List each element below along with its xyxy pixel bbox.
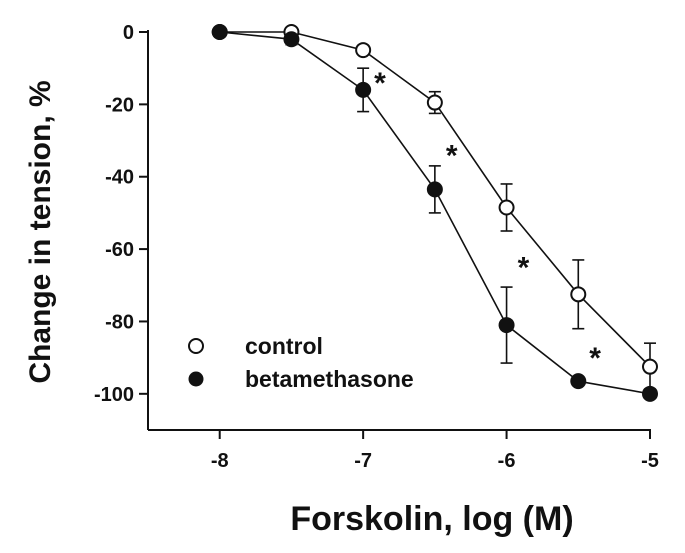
data-point-control <box>642 358 658 375</box>
x-tick-label: -8 <box>211 450 229 472</box>
x-tick-label: -6 <box>498 450 516 472</box>
data-point-betamethasone <box>570 373 587 390</box>
significance-star: * <box>446 139 458 172</box>
legend-label-betamethasone: betamethasone <box>245 366 414 392</box>
x-tick-label: -7 <box>354 450 372 472</box>
significance-star: * <box>374 67 386 100</box>
x-axis-title: Forskolin, log (M) <box>290 500 573 538</box>
legend-marker-betamethasone <box>188 371 204 387</box>
significance-annotations: * * * * <box>374 67 601 375</box>
data-point-control <box>355 42 372 59</box>
y-tick-label: 0 <box>123 22 134 44</box>
data-points <box>211 24 658 402</box>
y-tick-label: -100 <box>94 384 134 406</box>
data-point-control <box>426 94 443 111</box>
data-point-control <box>570 286 587 303</box>
legend-marker-control <box>188 338 204 354</box>
data-point-betamethasone <box>283 31 300 48</box>
significance-star: * <box>518 252 530 285</box>
y-axis-title: Change in tension, % <box>24 80 57 383</box>
data-point-betamethasone <box>355 81 372 98</box>
legend: control betamethasone <box>188 333 414 392</box>
y-tick-label: -40 <box>105 167 134 189</box>
error-bars <box>285 33 656 392</box>
data-point-control <box>498 199 515 216</box>
y-tick-label: -20 <box>105 94 134 116</box>
data-point-betamethasone <box>211 24 228 40</box>
data-point-betamethasone <box>642 385 658 402</box>
y-tick-label: -60 <box>105 239 134 261</box>
data-point-betamethasone <box>426 181 443 198</box>
x-tick-label: -5 <box>641 450 659 472</box>
significance-star: * <box>589 342 601 375</box>
axes: 0 -20 -40 -60 -80 -100 -8 -7 -6 -5 <box>94 22 659 472</box>
y-tick-label: -80 <box>105 311 134 333</box>
legend-label-control: control <box>245 333 323 359</box>
data-point-betamethasone <box>498 317 515 334</box>
